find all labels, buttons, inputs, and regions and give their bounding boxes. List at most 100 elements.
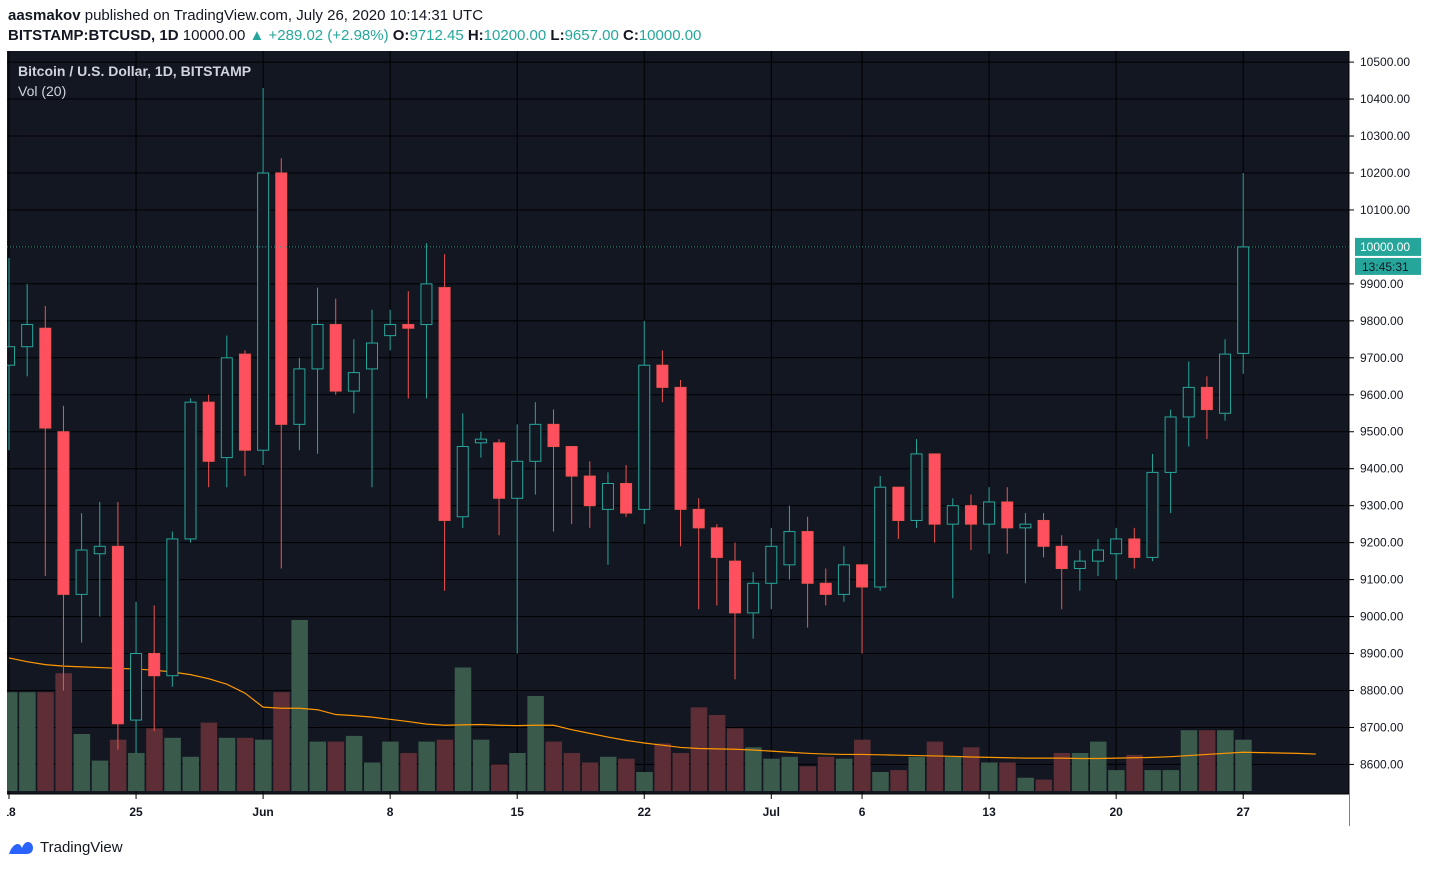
candle-body [1219, 353, 1232, 414]
y-tick-label: 9800.00 [1360, 314, 1404, 328]
volume-bar [999, 762, 1016, 791]
volume-bar [1053, 753, 1071, 791]
x-tick-label: 27 [1237, 805, 1251, 819]
volume-legend: Vol (20) [18, 83, 66, 99]
candle-body [111, 545, 124, 725]
candle-body [511, 460, 524, 499]
candle-body [293, 368, 306, 425]
candle-body [57, 431, 70, 595]
candle-body [202, 401, 215, 462]
candle-body [93, 545, 106, 555]
low-label: L: [550, 27, 565, 44]
volume-bar [1162, 770, 1180, 791]
volume-bar [1144, 770, 1161, 791]
y-axis-panel [1349, 51, 1428, 826]
volume-bar [255, 739, 272, 791]
candle-body [384, 324, 397, 337]
y-tick-label: 8700.00 [1360, 720, 1404, 734]
price-change: ▲ +289.02 (+2.98%) [249, 27, 389, 44]
candle-body [910, 453, 923, 521]
countdown-label: 13:45:31 [1362, 260, 1409, 274]
volume-bar [164, 737, 181, 791]
volume-bar [944, 756, 962, 791]
y-tick-label: 8600.00 [1360, 757, 1404, 771]
high-value: 10200.00 [483, 27, 547, 44]
candle-body [438, 287, 451, 521]
volume-bar [382, 741, 399, 791]
candle-body [656, 364, 669, 388]
volume-bar [708, 715, 726, 791]
volume-ma-line [8, 657, 1316, 760]
candle-body [1092, 549, 1104, 562]
candle-body [620, 482, 633, 514]
candle-body [765, 545, 778, 584]
volume-bar [763, 758, 780, 791]
candlestick-chart[interactable]: 10500.00 10400.00 10300.00 10200.00 10100.00… [7, 51, 1428, 826]
candle-body [148, 653, 161, 677]
volume-bar [835, 758, 853, 791]
volume-bar [400, 753, 417, 791]
footer-brand[interactable]: TradingView [40, 838, 123, 856]
volume-bar [781, 756, 798, 791]
footer: TradingView [8, 836, 123, 858]
candle-body [238, 353, 251, 451]
symbol-label[interactable]: BITSTAMP:BTCUSD, 1D [8, 27, 179, 44]
candle-body [1019, 523, 1032, 529]
author-name[interactable]: aasmakov [8, 7, 81, 24]
volume-bar [364, 762, 381, 791]
y-tick-label: 10200.00 [1360, 166, 1410, 180]
volume-bar [799, 766, 817, 791]
volume-bar [7, 692, 18, 791]
volume-bar [345, 735, 363, 791]
volume-bar [109, 739, 127, 791]
candle-body [819, 582, 832, 595]
publish-line: aasmakov published on TradingView.com, J… [8, 6, 701, 26]
y-tick-label: 10400.00 [1360, 92, 1410, 106]
tradingview-logo-icon[interactable] [8, 838, 34, 856]
volume-bar [200, 722, 218, 791]
volume-bar [236, 737, 254, 791]
y-tick-label: 9500.00 [1360, 425, 1404, 439]
volume-bar [509, 753, 526, 791]
candle-body [275, 172, 288, 425]
candle-body [1037, 519, 1050, 547]
volume-bar [327, 741, 345, 791]
candle-body [892, 486, 905, 521]
y-tick-label: 9200.00 [1360, 536, 1404, 550]
volume-bar [1090, 741, 1107, 791]
volume-bar [1217, 730, 1234, 791]
x-tick-label: 20 [1109, 805, 1123, 819]
chart-header: aasmakov published on TradingView.com, J… [8, 6, 701, 46]
candle-body [366, 342, 378, 370]
x-tick-label: Jun [252, 805, 273, 819]
volume-bar [1071, 753, 1089, 791]
y-tick-label: 8800.00 [1360, 683, 1404, 697]
candle-body [783, 531, 796, 566]
candle-body [747, 582, 760, 614]
candle-body [1001, 501, 1014, 529]
last-price-label: 10000.00 [1360, 240, 1410, 254]
volume-bar [872, 772, 889, 791]
x-tick-label: Jul [763, 805, 780, 819]
candle-body [1164, 416, 1177, 473]
open-value: 9712.45 [409, 27, 464, 44]
candle-body [257, 172, 270, 451]
volume-bar [1108, 770, 1125, 791]
candle-body [220, 357, 233, 459]
volume-bar [672, 753, 690, 791]
last-price: 10000.00 [182, 27, 246, 44]
candle-body [184, 401, 197, 540]
x-tick-label: 15 [511, 805, 525, 819]
volume-bar [273, 692, 290, 791]
candle-body [874, 486, 887, 588]
y-tick-label: 9300.00 [1360, 499, 1404, 513]
candle-body [1146, 471, 1159, 558]
volume-bar [1180, 730, 1198, 791]
candle-body [729, 560, 741, 614]
volume-bar [146, 728, 163, 791]
volume-bar [37, 692, 54, 791]
candle-body [565, 446, 578, 477]
countdown-badge [1355, 257, 1421, 275]
candle-body [638, 364, 651, 510]
volume-bar [654, 743, 671, 791]
